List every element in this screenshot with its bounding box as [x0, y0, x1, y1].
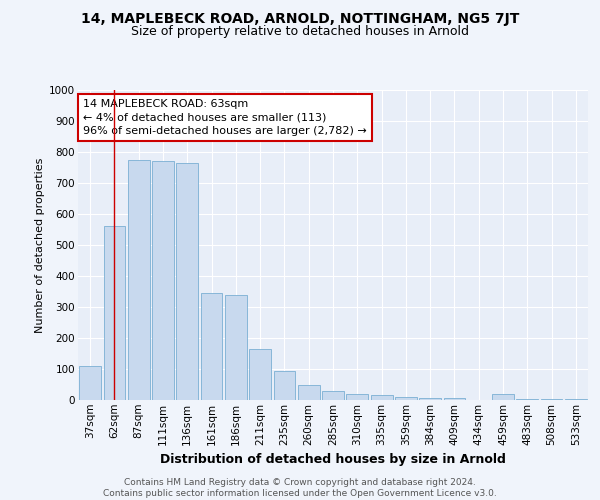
Bar [249, 349, 271, 400]
Bar [371, 396, 392, 400]
Bar [152, 162, 174, 400]
Bar [346, 394, 368, 400]
Bar [128, 160, 149, 400]
Text: 14 MAPLEBECK ROAD: 63sqm
← 4% of detached houses are smaller (113)
96% of semi-d: 14 MAPLEBECK ROAD: 63sqm ← 4% of detache… [83, 100, 367, 136]
Bar [225, 294, 247, 400]
Bar [541, 399, 562, 400]
Bar [517, 399, 538, 400]
Bar [322, 390, 344, 400]
Bar [274, 370, 295, 400]
Bar [443, 398, 466, 400]
Bar [79, 366, 101, 400]
Bar [419, 398, 441, 400]
Bar [200, 293, 223, 400]
Text: Contains HM Land Registry data © Crown copyright and database right 2024.
Contai: Contains HM Land Registry data © Crown c… [103, 478, 497, 498]
Y-axis label: Number of detached properties: Number of detached properties [35, 158, 45, 332]
Bar [176, 163, 198, 400]
X-axis label: Distribution of detached houses by size in Arnold: Distribution of detached houses by size … [160, 453, 506, 466]
Bar [298, 384, 320, 400]
Bar [395, 397, 417, 400]
Text: Size of property relative to detached houses in Arnold: Size of property relative to detached ho… [131, 25, 469, 38]
Text: 14, MAPLEBECK ROAD, ARNOLD, NOTTINGHAM, NG5 7JT: 14, MAPLEBECK ROAD, ARNOLD, NOTTINGHAM, … [81, 12, 519, 26]
Bar [492, 394, 514, 400]
Bar [104, 226, 125, 400]
